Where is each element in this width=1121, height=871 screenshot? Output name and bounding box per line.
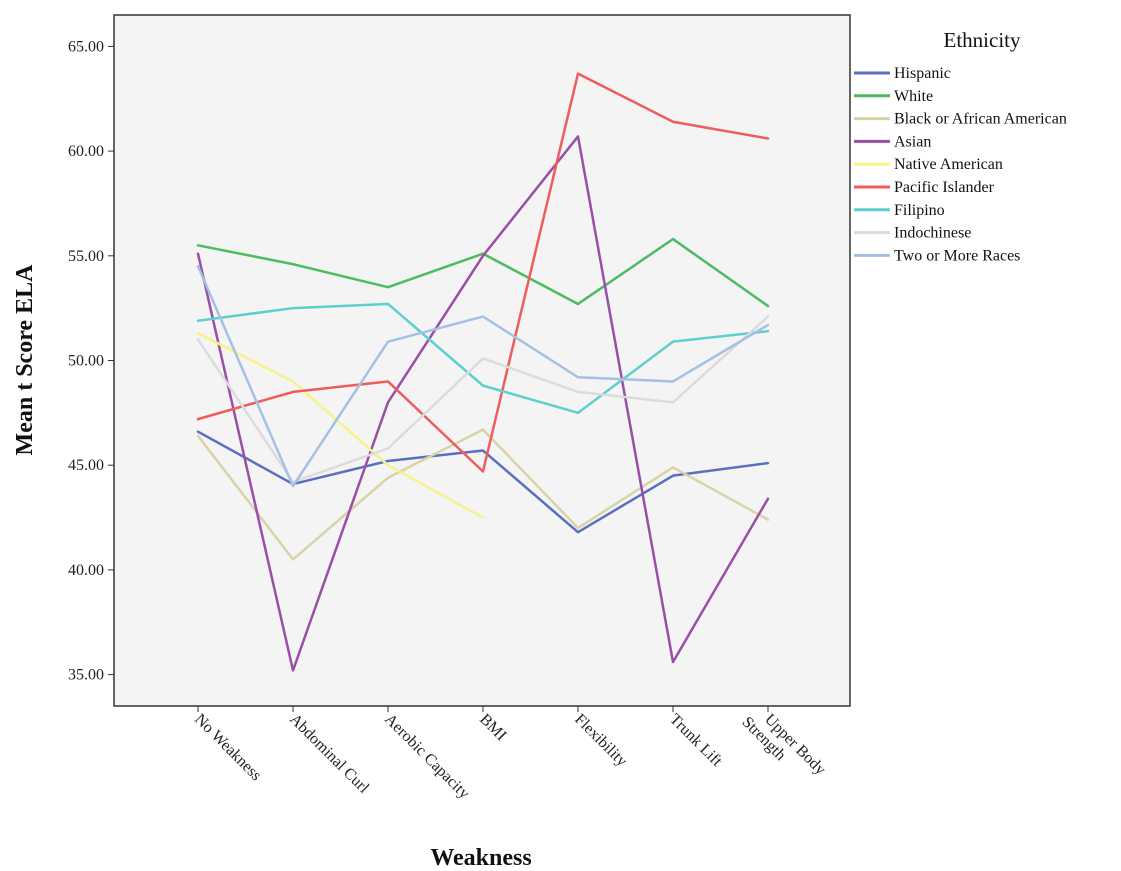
y-axis: 35.00 40.00 45.00 50.00 55.00 60.00 65.00 bbox=[68, 38, 114, 684]
series-indochinese bbox=[196, 315, 770, 484]
series-filipino bbox=[196, 302, 770, 415]
legend: Ethnicity Hispanic White Black or African … bbox=[854, 28, 1067, 264]
legend-label: Black or African American bbox=[894, 111, 1067, 128]
legend-item-indochinese: Indochinese bbox=[854, 225, 971, 242]
x-tick-label: No Weakness bbox=[191, 711, 264, 784]
legend-label: Filipino bbox=[894, 202, 945, 219]
legend-label: Two or More Races bbox=[894, 247, 1020, 264]
y-axis-title: Mean t Score ELA bbox=[12, 264, 38, 456]
legend-item-black-or-african-american: Black or African American bbox=[854, 111, 1067, 128]
x-tick-label: BMI bbox=[476, 711, 509, 744]
series-black-or-african-american bbox=[196, 428, 770, 561]
x-tick-label: Abdominal Curl bbox=[286, 711, 372, 797]
legend-item-two-or-more-races: Two or More Races bbox=[854, 247, 1020, 264]
series-white bbox=[196, 237, 770, 308]
series-asian bbox=[196, 135, 770, 672]
legend-label: White bbox=[894, 88, 933, 105]
series-two-or-more-races bbox=[196, 265, 770, 488]
y-tick-label: 35.00 bbox=[68, 667, 104, 684]
legend-item-white: White bbox=[854, 88, 933, 105]
x-tick-label: Upper BodyStrength bbox=[739, 701, 829, 791]
legend-item-filipino: Filipino bbox=[854, 202, 945, 219]
y-tick-label: 45.00 bbox=[68, 457, 104, 474]
legend-item-native-american: Native American bbox=[854, 156, 1003, 173]
legend-item-asian: Asian bbox=[854, 133, 931, 150]
y-tick-label: 40.00 bbox=[68, 562, 104, 579]
legend-title: Ethnicity bbox=[944, 28, 1021, 52]
legend-item-hispanic: Hispanic bbox=[854, 65, 951, 82]
series-native-american bbox=[196, 332, 485, 519]
y-tick-label: 60.00 bbox=[68, 143, 104, 160]
x-tick-label: Flexibility bbox=[571, 711, 630, 770]
x-axis: No Weakness Abdominal Curl Aerobic Capacit… bbox=[191, 701, 829, 803]
y-tick-label: 65.00 bbox=[68, 38, 104, 55]
x-axis-title: Weakness bbox=[430, 845, 531, 871]
legend-label: Pacific Islander bbox=[894, 179, 995, 196]
legend-label: Asian bbox=[894, 133, 931, 150]
x-tick-label: Trunk Lift bbox=[666, 711, 725, 770]
y-tick-label: 50.00 bbox=[68, 353, 104, 370]
legend-item-pacific-islander: Pacific Islander bbox=[854, 179, 995, 196]
legend-label: Hispanic bbox=[894, 65, 951, 82]
y-tick-label: 55.00 bbox=[68, 248, 104, 265]
legend-label: Native American bbox=[894, 156, 1003, 173]
legend-label: Indochinese bbox=[894, 225, 971, 242]
series-line-native-american bbox=[196, 332, 485, 519]
x-tick-label: Aerobic Capacity bbox=[381, 711, 473, 803]
series-lines bbox=[196, 72, 770, 672]
series-pacific-islander bbox=[196, 72, 770, 473]
